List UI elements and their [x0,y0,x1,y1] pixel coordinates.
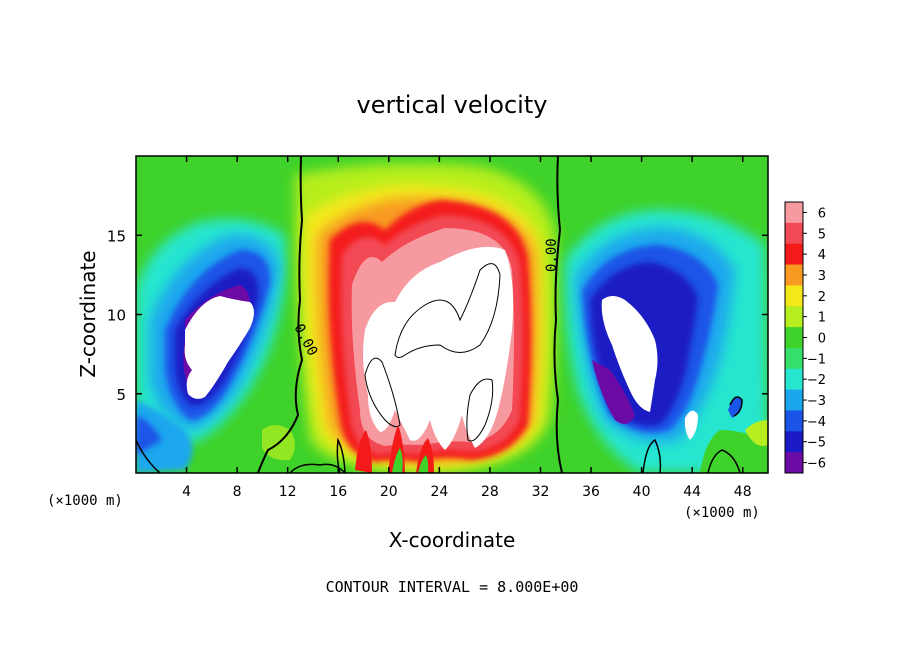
x-tick-label: 28 [481,484,499,500]
contour-interval-note: CONTOUR INTERVAL = 8.000E+00 [326,578,579,596]
chart-title: vertical velocity [357,91,548,119]
colorbar-label: 0 [818,332,826,347]
x-tick-label: 8 [233,484,242,500]
x-tick-label: 36 [582,484,600,500]
right-downdraft-region [564,210,768,473]
colorbar-swatch [785,264,803,286]
x-axis-ticks: 4 8 12 16 20 24 28 32 36 40 44 48 [182,156,752,500]
colorbar-swatch [785,327,803,349]
colorbar-label: −5 [807,436,826,451]
velocity-field [136,156,768,473]
x-axis-label: X-coordinate [389,528,516,552]
x-unit-right: (×1000 m) [684,505,760,521]
central-updraft-region [295,162,557,473]
colorbar-label: −4 [807,415,826,430]
x-tick-label: 4 [182,484,191,500]
x-tick-label: 12 [279,484,297,500]
colorbar-label: 2 [818,290,826,305]
colorbar: 6 5 4 3 2 1 0 −1 −2 −3 −4 −5 −6 [784,201,826,474]
contour-label-right: 0.00 [544,238,560,272]
colorbar-label: 4 [818,248,826,263]
colorbar-label: 6 [818,206,826,221]
colorbar-swatch [785,222,803,245]
y-tick-label: 15 [107,227,126,245]
zero-contour-left [257,156,304,473]
colorbar-label: −2 [807,373,826,388]
colorbar-swatch [785,243,803,266]
colorbar-label: −6 [807,457,826,472]
x-tick-label: 44 [683,484,701,500]
colorbar-swatch [785,368,803,391]
x-tick-label: 48 [734,484,752,500]
x-tick-label: 24 [430,484,448,500]
y-tick-label: 5 [116,386,126,404]
colorbar-swatch [785,306,803,328]
colorbar-swatch [785,389,803,411]
x-tick-label: 40 [633,484,651,500]
colorbar-label: −3 [807,394,826,409]
colorbar-swatch [785,347,803,370]
colorbar-swatch [785,452,803,474]
left-downdraft-region [136,218,286,448]
y-tick-label: 10 [107,307,126,325]
x-unit-left: (×1000 m) [47,493,123,509]
left-downdraft-core [184,296,254,399]
colorbar-label: 3 [818,269,826,284]
x-tick-label: 32 [532,484,550,500]
x-tick-label: 16 [329,484,347,500]
zero-contour-right [553,156,563,473]
colorbar-swatch [785,285,803,307]
y-axis-label: Z-coordinate [76,250,100,377]
y-axis-ticks: 5 10 15 [107,227,768,404]
colorbar-label: −1 [807,352,826,367]
colorbar-label: 1 [818,311,826,326]
colorbar-swatch [785,202,803,224]
central-updraft-core [363,246,514,450]
x-tick-label: 20 [380,484,398,500]
right-downdraft-core [601,296,658,412]
colorbar-swatch [785,431,803,453]
colorbar-label: 5 [818,227,826,242]
colorbar-swatch [785,410,803,432]
